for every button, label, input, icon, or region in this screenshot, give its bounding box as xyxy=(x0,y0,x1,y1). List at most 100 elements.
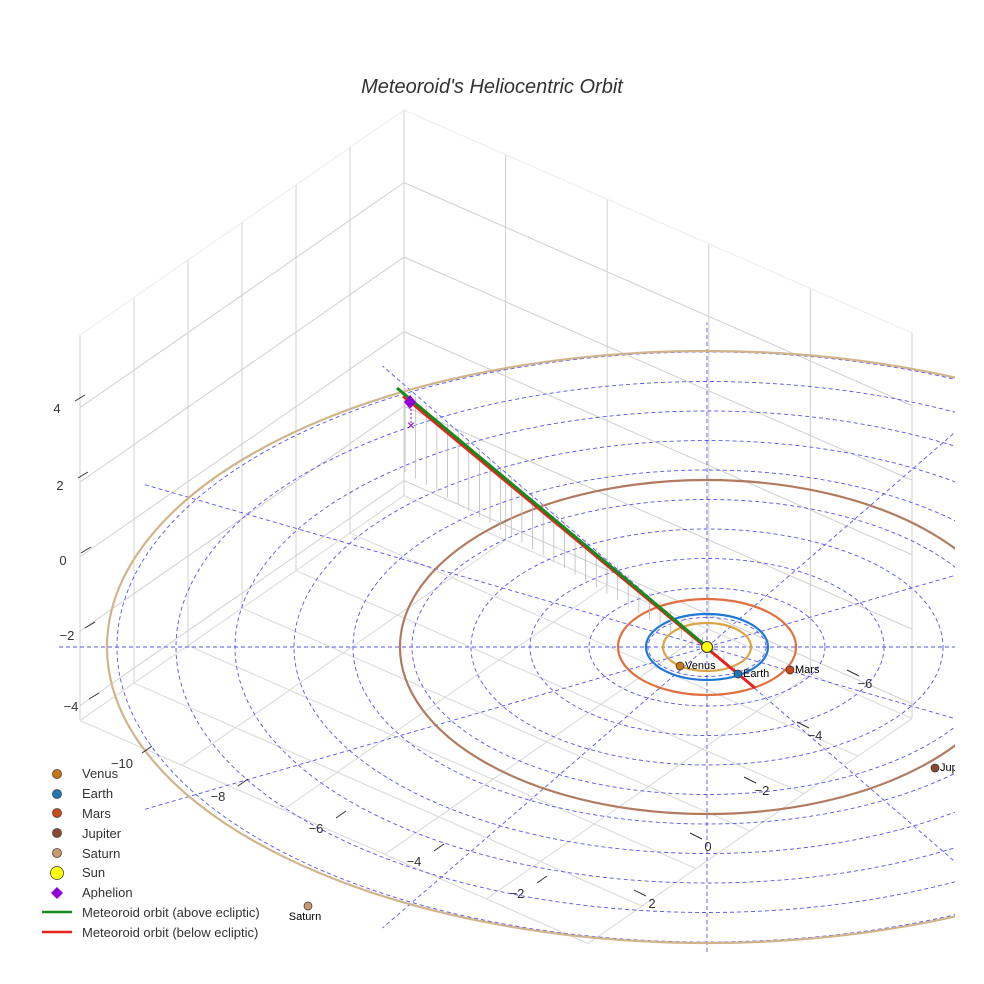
grid-line xyxy=(181,539,506,766)
legend-dot-icon xyxy=(38,827,76,839)
planet-venus xyxy=(675,661,685,671)
axis-ticks: −10 −8 −6 −4 −2 2 0 −2 −4 −6 4 2 0 −2 −4 xyxy=(53,394,873,911)
z-tick-label: 4 xyxy=(53,401,60,416)
x-tick-label: −4 xyxy=(407,854,422,869)
legend-item[interactable]: Earth xyxy=(38,784,260,804)
z-tick-label: −4 xyxy=(64,699,79,714)
legend-label: Mars xyxy=(82,805,111,821)
data-marks: × Venus Earth Mars Jupit Saturn xyxy=(289,386,963,923)
sun-marker xyxy=(701,641,713,653)
radial-grid-line xyxy=(706,431,955,648)
grid-line xyxy=(403,405,913,630)
grid-line xyxy=(79,182,405,409)
grid-ring xyxy=(175,381,955,913)
meteoroid-orbit-above xyxy=(396,386,713,653)
z-tick-mark xyxy=(84,621,96,629)
orbit-jupiter xyxy=(398,478,955,816)
legend-dot-icon xyxy=(38,768,76,780)
grid-ring xyxy=(470,528,944,766)
planet-label: Venus xyxy=(685,660,716,672)
grid-line xyxy=(282,584,608,811)
grid-line xyxy=(241,607,751,832)
legend-label: Sun xyxy=(82,865,106,881)
grid-line xyxy=(403,480,913,705)
ecliptic-plane xyxy=(58,322,955,955)
legend-dot-icon xyxy=(38,788,76,800)
y-tick-label: −6 xyxy=(858,676,873,691)
grid-line xyxy=(79,109,405,336)
axis-box-grid xyxy=(79,109,913,944)
legend-label: Venus xyxy=(82,766,119,782)
grid-line xyxy=(587,718,913,944)
planet-label: Mars xyxy=(795,664,820,676)
x-tick-mark xyxy=(141,745,153,754)
legend-label: Aphelion xyxy=(82,885,133,901)
y-tick-label: −4 xyxy=(808,728,823,743)
z-tick-mark xyxy=(80,546,92,554)
radial-grid-line xyxy=(382,646,708,929)
planet-jupiter xyxy=(930,763,940,773)
planet-label: Saturn xyxy=(289,911,321,923)
legend-dot-icon xyxy=(38,807,76,819)
legend-label: Jupiter xyxy=(82,825,122,841)
x-tick-label: −6 xyxy=(309,821,324,836)
planet-mars xyxy=(785,665,795,675)
legend: Venus Earth Mars Jupiter Saturn Sun Aphelion Me… xyxy=(38,764,260,942)
orbit-mars xyxy=(616,597,798,697)
planet-label: Earth xyxy=(743,668,769,680)
y-tick-mark xyxy=(633,889,647,897)
planet-label: Jupit xyxy=(940,762,963,774)
y-tick-mark xyxy=(846,669,860,677)
orbit-saturn xyxy=(106,349,955,945)
legend-item[interactable]: Jupiter xyxy=(38,823,260,843)
y-tick-label: 2 xyxy=(648,896,655,911)
grid-line xyxy=(79,495,405,721)
y-tick-mark xyxy=(689,832,703,840)
z-tick-label: 0 xyxy=(59,553,66,568)
aphelion-projection-marker: × xyxy=(407,417,415,433)
orbit-venus xyxy=(661,621,753,673)
y-tick-mark xyxy=(743,776,757,784)
grid-line xyxy=(403,109,913,334)
legend-item[interactable]: Meteoroid orbit (below ecliptic) xyxy=(38,922,260,942)
legend-item[interactable]: Venus xyxy=(38,764,260,784)
grid-line xyxy=(79,331,405,558)
aphelion-marker xyxy=(404,395,416,409)
grid-line xyxy=(133,682,643,907)
z-tick-mark xyxy=(77,471,89,479)
x-tick-label: −2 xyxy=(510,886,525,901)
z-tick-mark xyxy=(88,692,100,700)
legend-item[interactable]: Aphelion xyxy=(38,883,260,903)
grid-line xyxy=(403,182,913,407)
x-tick-mark xyxy=(433,843,445,852)
x-tick-label: −8 xyxy=(211,789,226,804)
chart-title: Meteoroid's Heliocentric Orbit xyxy=(361,76,623,98)
z-tick-mark xyxy=(74,394,86,402)
grid-line xyxy=(403,331,913,556)
grid-line xyxy=(79,256,405,483)
grid-line xyxy=(79,720,589,944)
planet-earth xyxy=(733,669,743,679)
grid-line xyxy=(486,673,811,900)
grid-line xyxy=(295,570,805,794)
x-tick-label: −10 xyxy=(111,756,133,771)
legend-label: Earth xyxy=(82,786,114,802)
x-tick-mark xyxy=(335,810,347,819)
legend-item[interactable]: Saturn xyxy=(38,843,260,863)
legend-item[interactable]: Mars xyxy=(38,804,260,824)
grid-line xyxy=(79,405,405,632)
legend-diamond-icon xyxy=(38,886,76,900)
grid-line xyxy=(403,256,913,481)
z-tick-label: −2 xyxy=(60,628,75,643)
y-tick-label: 0 xyxy=(704,839,711,854)
legend-item[interactable]: Meteoroid orbit (above ecliptic) xyxy=(38,903,260,923)
y-tick-mark xyxy=(796,721,810,729)
legend-item[interactable]: Sun xyxy=(38,863,260,883)
legend-line-icon xyxy=(38,909,76,915)
y-tick-label: −2 xyxy=(755,783,770,798)
legend-sun-icon xyxy=(38,865,76,881)
z-tick-label: 2 xyxy=(56,478,63,493)
radial-grid-line xyxy=(706,646,955,863)
